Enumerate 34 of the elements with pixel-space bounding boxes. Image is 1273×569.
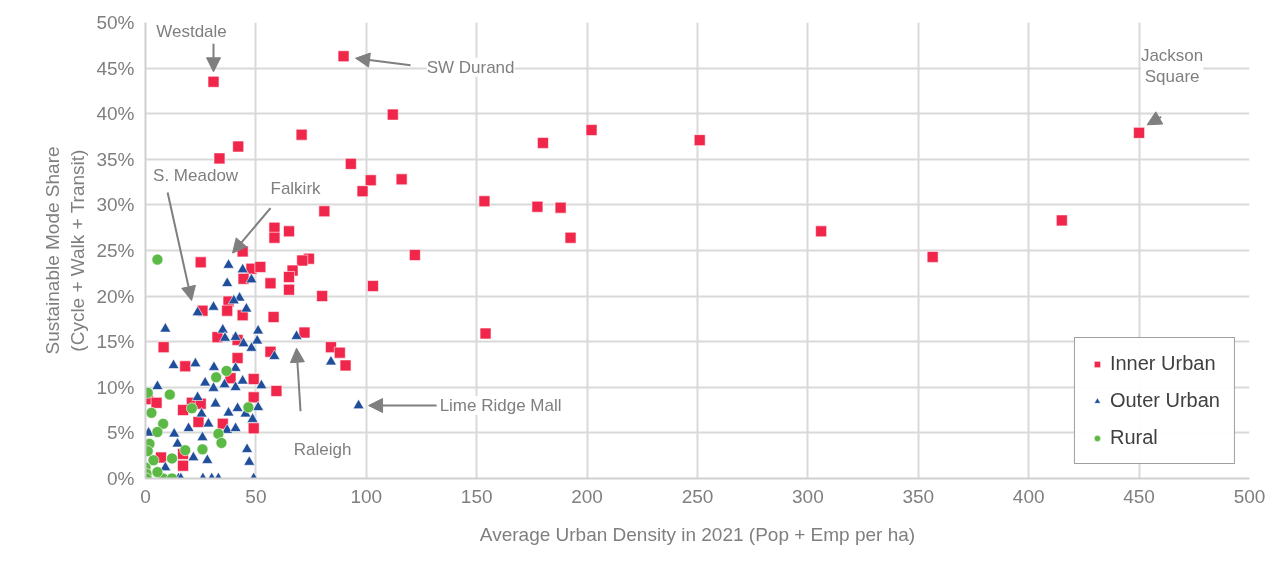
annotation: Lime Ridge Mall (439, 396, 562, 416)
x-tick-label: 250 (681, 485, 714, 507)
legend-label: Outer Urban (1109, 389, 1220, 412)
annotation: S. Meadow (153, 166, 239, 186)
x-tick-label: 200 (571, 485, 603, 507)
y-tick-label: 5% (107, 422, 135, 444)
legend-label: Inner Urban (1109, 352, 1216, 375)
annotation: Jackson Square (1140, 45, 1204, 86)
x-tick-label: 150 (460, 485, 493, 507)
x-tick-label: 450 (1123, 485, 1155, 507)
y-tick-label: 40% (96, 103, 135, 125)
x-tick-label: 500 (1233, 485, 1266, 507)
annotation: Westdale (156, 22, 227, 42)
x-tick-label: 100 (350, 485, 383, 507)
y-tick-label: 45% (96, 57, 135, 79)
y-tick-label: 0% (107, 468, 135, 489)
annotation: SW Durand (426, 57, 515, 77)
x-tick-label: 350 (902, 485, 935, 507)
x-tick-label: 50 (245, 485, 267, 507)
x-tick-label: 400 (1012, 485, 1045, 507)
x-tick-label: 0 (140, 485, 151, 507)
annotation: Falkirk (270, 178, 322, 198)
x-tick-label: 300 (792, 485, 824, 507)
x-axis-title: Average Urban Density in 2021 (Pop + Emp per ha) (479, 523, 916, 545)
legend-label: Rural (1109, 426, 1158, 449)
y-tick-label: 20% (96, 285, 135, 307)
annotation: Raleigh (293, 439, 352, 459)
y-tick-label: 30% (96, 194, 135, 216)
y-tick-label: 50% (96, 12, 135, 33)
y-tick-label: 10% (96, 376, 135, 398)
y-tick-label: 15% (96, 331, 135, 353)
y-axis-title: Sustainable Mode Share (Cycle + Walk + Transit) (42, 146, 89, 355)
y-tick-label: 25% (96, 240, 135, 261)
y-tick-label: 35% (96, 148, 135, 170)
